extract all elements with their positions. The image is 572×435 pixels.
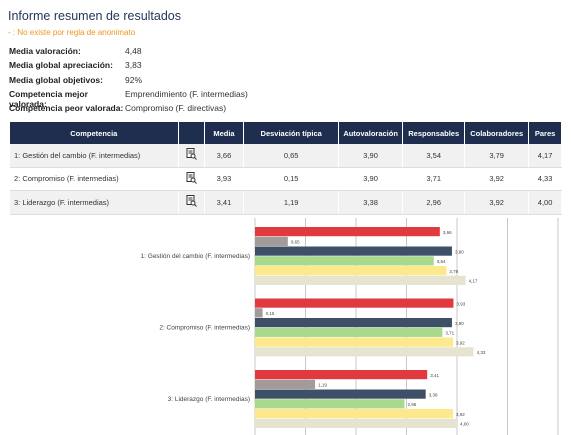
table-cell: 3,90 <box>338 167 404 191</box>
bar <box>255 308 263 318</box>
bar <box>255 318 452 328</box>
bar <box>255 418 457 428</box>
summary-row: Competencia mejor valorada: Emprendimient… <box>9 88 248 109</box>
table-cell: 3,92 <box>464 167 530 191</box>
value-label: 3,92 <box>456 412 465 417</box>
bar <box>255 399 405 409</box>
bar <box>255 236 288 246</box>
summary-value: Emprendimiento (F. intermedias) <box>125 88 248 99</box>
table-row: 3: Liderazgo (F. intermedias) 3,41 1,19 3,3… <box>10 190 562 215</box>
table-cell: 0,65 <box>243 144 339 168</box>
value-label: 3,79 <box>449 269 458 274</box>
table-cell: 4,17 <box>528 144 562 168</box>
table-header: Competencia Media Desviación típica Autoval… <box>10 122 562 144</box>
summary-label: Media valoración: <box>9 46 81 56</box>
table-cell: 3,79 <box>464 144 530 168</box>
category-label: 1: Gestión del cambio (F. intermedias) <box>141 253 250 260</box>
value-label: 3,90 <box>455 249 464 254</box>
value-label: 4,17 <box>469 279 478 284</box>
value-label: 3,93 <box>456 301 465 306</box>
value-label: 3,41 <box>430 373 439 378</box>
table-cell: 3: Liderazgo (F. intermedias) <box>10 190 179 215</box>
value-label: 3,92 <box>456 340 465 345</box>
table-cell: 2,96 <box>402 190 466 215</box>
summary-label: Competencia mejor valorada: <box>9 88 88 109</box>
column-header: Responsables <box>402 122 466 144</box>
bar <box>255 337 453 347</box>
column-header: Media <box>204 122 245 144</box>
bar <box>255 298 454 308</box>
report-title: Informe resumen de resultados <box>8 9 182 23</box>
value-label: 3,71 <box>445 331 454 336</box>
category-label: 2: Compromiso (F. intermedias) <box>159 324 250 331</box>
summary-row: Media global objetivos: 92% <box>9 75 248 89</box>
table-cell: 3,38 <box>338 190 404 215</box>
value-label: 4,33 <box>477 350 486 355</box>
summary-row: Media global apreciación: 3,83 <box>9 60 248 74</box>
report-icon[interactable] <box>178 144 205 168</box>
bar <box>255 246 452 256</box>
value-label: 3,66 <box>443 230 452 235</box>
summary-value: 3,83 <box>125 60 142 71</box>
column-header: Autovaloración <box>338 122 404 144</box>
table-cell: 1: Gestión del cambio (F. intermedias) <box>10 144 179 168</box>
bar <box>255 370 428 380</box>
value-label: 4,00 <box>460 422 469 427</box>
value-label: 1,19 <box>318 383 327 388</box>
summary-row: Competencia peor valorada: Compromiso (F.… <box>9 103 248 117</box>
bar <box>255 347 474 357</box>
column-header: Colaboradores <box>464 122 530 144</box>
bar <box>255 379 316 389</box>
column-header: Competencia <box>10 122 179 144</box>
summary-row: Media valoración: 4,48 <box>9 46 248 60</box>
table-cell: 3,54 <box>402 144 466 168</box>
table-cell: 4,33 <box>528 167 562 191</box>
bar <box>255 256 434 266</box>
value-label: 2,96 <box>407 402 416 407</box>
table-row: 1: Gestión del cambio (F. intermedias) 3,… <box>10 144 562 168</box>
value-label: 0,65 <box>291 240 300 245</box>
bar <box>255 275 466 285</box>
results-table: Competencia Media Desviación típica Autoval… <box>10 122 562 215</box>
table-body: 1: Gestión del cambio (F. intermedias) 3,… <box>10 144 562 215</box>
chart: 1: Gestión del cambio (F. intermedias) 3,… <box>141 218 559 435</box>
report-icon[interactable] <box>178 167 205 191</box>
bar <box>255 389 426 399</box>
icon-header <box>178 122 205 144</box>
bar <box>255 266 447 276</box>
value-label: 3,38 <box>429 392 438 397</box>
summary: Media valoración: 4,48 Media global apreci… <box>9 46 248 117</box>
table-cell: 3,41 <box>204 190 245 215</box>
summary-value: 4,48 <box>125 46 142 56</box>
table-cell: 3,92 <box>464 190 530 215</box>
column-header: Pares <box>528 122 562 144</box>
value-label: 0,15 <box>266 311 275 316</box>
value-label: 3,90 <box>455 321 464 326</box>
table-cell: 1,19 <box>243 190 339 215</box>
summary-label: Competencia peor valorada: <box>9 103 124 114</box>
summary-label: Media global objetivos: <box>9 74 103 85</box>
report-icon[interactable] <box>178 190 205 215</box>
summary-label: Media global apreciación: <box>9 60 113 71</box>
table-row: 2: Compromiso (F. intermedias) 3,93 0,15 3,… <box>10 167 562 191</box>
table-cell: 3,71 <box>402 167 466 191</box>
table-cell: 2: Compromiso (F. intermedias) <box>10 167 179 191</box>
column-header: Desviación típica <box>243 122 339 144</box>
table-cell: 4,00 <box>528 190 562 215</box>
table-cell: 3,93 <box>204 167 245 191</box>
category-label: 3: Liderazgo (F. intermedias) <box>168 396 250 403</box>
summary-value: Compromiso (F. directivas) <box>125 103 227 114</box>
table-cell: 3,66 <box>204 144 245 168</box>
anonymity-note: - : No existe por regla de anonimato <box>8 28 136 37</box>
bar <box>255 227 440 237</box>
value-label: 3,54 <box>437 259 446 264</box>
table-cell: 3,90 <box>338 144 404 168</box>
table-cell: 0,15 <box>243 167 339 191</box>
bar <box>255 409 453 419</box>
summary-value: 92% <box>125 74 143 85</box>
bar <box>255 327 443 337</box>
